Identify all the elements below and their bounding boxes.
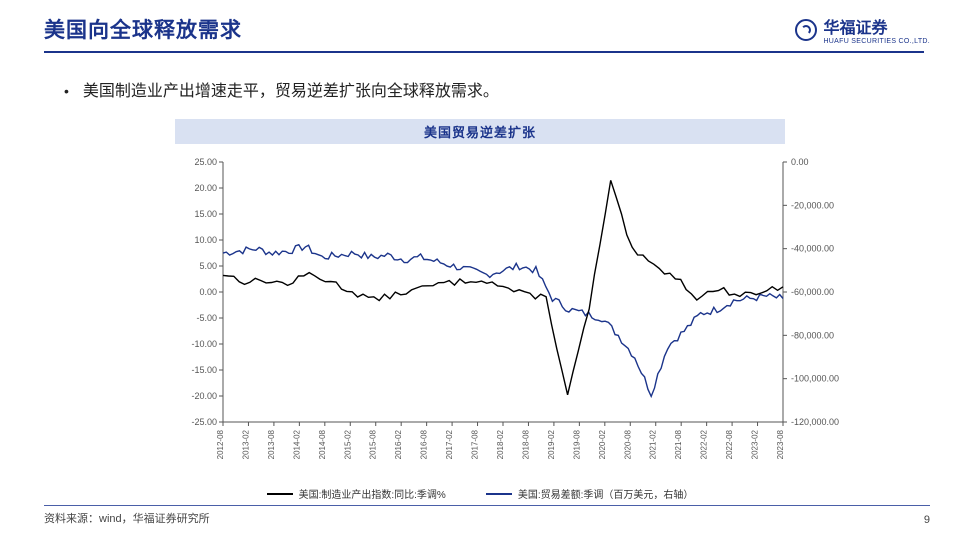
legend-item: 美国:贸易差额:季调（百万美元，右轴） bbox=[486, 486, 694, 501]
svg-text:-10.00: -10.00 bbox=[191, 339, 217, 349]
svg-text:5.00: 5.00 bbox=[199, 261, 217, 271]
chart-title: 美国贸易逆差扩张 bbox=[175, 119, 785, 144]
svg-text:-20.00: -20.00 bbox=[191, 391, 217, 401]
legend-label: 美国:贸易差额:季调（百万美元，右轴） bbox=[518, 486, 694, 501]
svg-text:-25.00: -25.00 bbox=[191, 417, 217, 427]
svg-text:2013-08: 2013-08 bbox=[267, 429, 276, 459]
svg-text:2018-02: 2018-02 bbox=[496, 429, 505, 459]
svg-text:-100,000.00: -100,000.00 bbox=[791, 374, 839, 384]
svg-text:-15.00: -15.00 bbox=[191, 365, 217, 375]
svg-text:2021-08: 2021-08 bbox=[674, 429, 683, 459]
svg-text:2020-08: 2020-08 bbox=[623, 429, 632, 459]
bullet-dot-icon: • bbox=[64, 83, 69, 99]
brand-logo: 华福证券 HUAFU SECURITIES CO.,LTD. bbox=[795, 14, 930, 45]
svg-text:-40,000.00: -40,000.00 bbox=[791, 244, 834, 254]
svg-text:2016-02: 2016-02 bbox=[394, 429, 403, 459]
svg-text:2022-08: 2022-08 bbox=[725, 429, 734, 459]
svg-text:-80,000.00: -80,000.00 bbox=[791, 330, 834, 340]
svg-text:2017-02: 2017-02 bbox=[445, 429, 454, 459]
page-title: 美国向全球释放需求 bbox=[44, 14, 242, 44]
svg-text:2017-08: 2017-08 bbox=[471, 429, 480, 459]
svg-text:-5.00: -5.00 bbox=[196, 313, 217, 323]
svg-text:0.00: 0.00 bbox=[791, 157, 809, 167]
legend-swatch bbox=[267, 493, 293, 495]
svg-text:2012-08: 2012-08 bbox=[216, 429, 225, 459]
logo-icon bbox=[795, 19, 817, 41]
svg-text:2023-02: 2023-02 bbox=[751, 429, 760, 459]
svg-text:-120,000.00: -120,000.00 bbox=[791, 417, 839, 427]
footer-divider bbox=[44, 505, 930, 506]
svg-text:20.00: 20.00 bbox=[194, 183, 217, 193]
svg-text:-60,000.00: -60,000.00 bbox=[791, 287, 834, 297]
trade-deficit-chart: 25.00 20.00 15.00 10.00 5.00 0.00 -5.00 -10.00 -… bbox=[175, 152, 861, 482]
svg-text:2014-02: 2014-02 bbox=[292, 429, 301, 459]
legend-swatch bbox=[486, 493, 512, 495]
svg-text:2020-02: 2020-02 bbox=[598, 429, 607, 459]
bullet-text: 美国制造业产出增速走平，贸易逆差扩张向全球释放需求。 bbox=[83, 77, 499, 101]
svg-text:15.00: 15.00 bbox=[194, 209, 217, 219]
svg-text:2015-02: 2015-02 bbox=[343, 429, 352, 459]
svg-text:0.00: 0.00 bbox=[199, 287, 217, 297]
bullet-item: • 美国制造业产出增速走平，贸易逆差扩张向全球释放需求。 bbox=[0, 53, 960, 101]
svg-text:2023-08: 2023-08 bbox=[776, 429, 785, 459]
svg-text:2014-08: 2014-08 bbox=[318, 429, 327, 459]
logo-subtext: HUAFU SECURITIES CO.,LTD. bbox=[823, 38, 930, 45]
svg-text:-20,000.00: -20,000.00 bbox=[791, 200, 834, 210]
legend-item: 美国:制造业产出指数:同比:季调% bbox=[267, 486, 446, 501]
svg-text:25.00: 25.00 bbox=[194, 157, 217, 167]
svg-text:2019-02: 2019-02 bbox=[547, 429, 556, 459]
svg-text:10.00: 10.00 bbox=[194, 235, 217, 245]
svg-text:2021-02: 2021-02 bbox=[649, 429, 658, 459]
svg-text:2013-02: 2013-02 bbox=[241, 429, 250, 459]
svg-text:2015-08: 2015-08 bbox=[369, 429, 378, 459]
source-text: 资料来源：wind，华福证券研究所 bbox=[44, 510, 210, 526]
chart-legend: 美国:制造业产出指数:同比:季调% 美国:贸易差额:季调（百万美元，右轴） bbox=[175, 486, 785, 501]
logo-text: 华福证券 bbox=[823, 20, 887, 37]
svg-text:2018-08: 2018-08 bbox=[521, 429, 530, 459]
svg-text:2022-02: 2022-02 bbox=[700, 429, 709, 459]
svg-text:2016-08: 2016-08 bbox=[420, 429, 429, 459]
svg-text:2019-08: 2019-08 bbox=[572, 429, 581, 459]
legend-label: 美国:制造业产出指数:同比:季调% bbox=[299, 486, 446, 501]
page-number: 9 bbox=[924, 514, 930, 526]
